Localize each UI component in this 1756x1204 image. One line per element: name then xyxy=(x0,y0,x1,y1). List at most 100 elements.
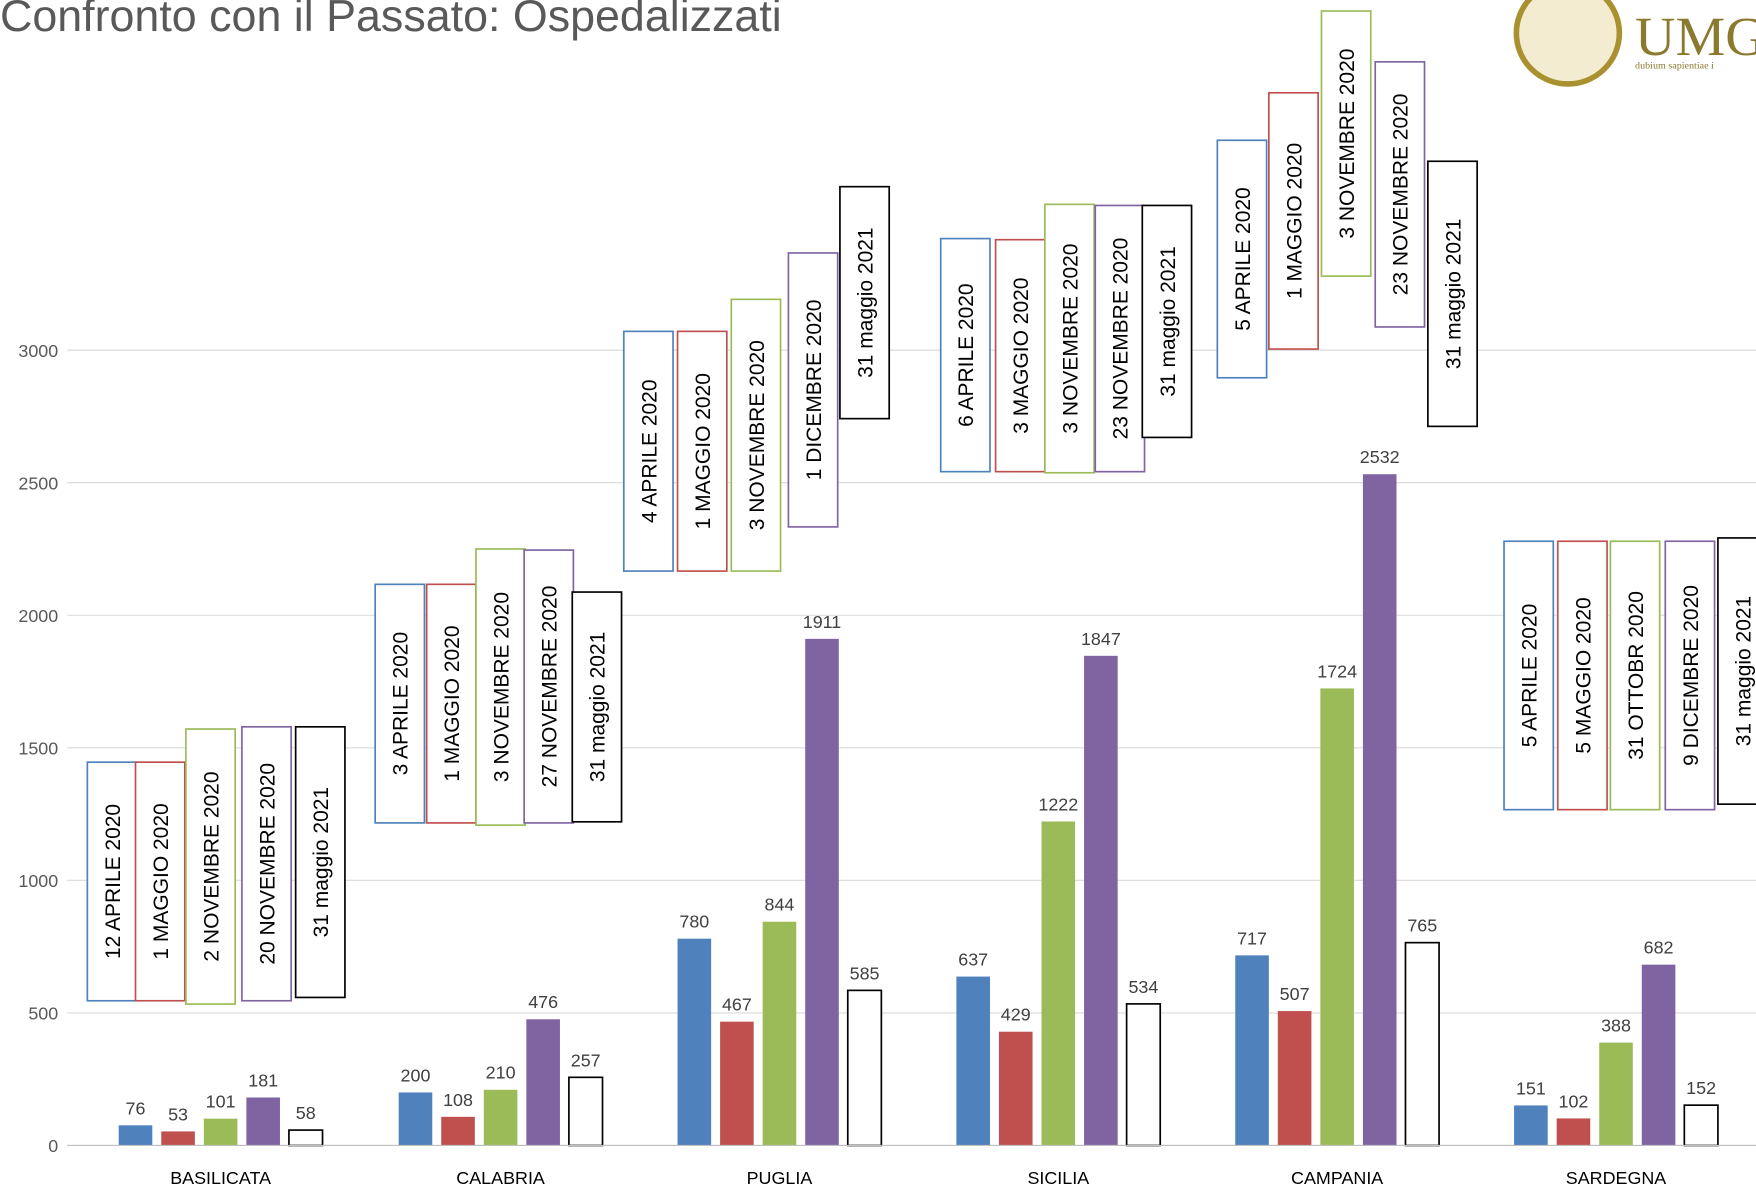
bar xyxy=(998,1031,1033,1146)
bar xyxy=(1404,941,1440,1147)
x-tick-label: CAMPANIA xyxy=(1291,1168,1383,1188)
bar xyxy=(398,1092,433,1146)
date-box xyxy=(241,725,293,1002)
date-label: 2 NOVEMBRE 2020 xyxy=(200,772,223,962)
y-tick-label: 1000 xyxy=(18,871,58,891)
x-tick-label: SICILIA xyxy=(1027,1168,1089,1188)
x-tick-label: CALABRIA xyxy=(456,1168,545,1188)
bar xyxy=(805,638,839,1146)
bar xyxy=(1041,821,1076,1146)
value-label: 507 xyxy=(1280,984,1310,1004)
bar xyxy=(1084,655,1118,1146)
bar xyxy=(846,989,883,1147)
value-label: 53 xyxy=(168,1104,188,1124)
bar xyxy=(720,1021,754,1146)
date-label: 31 OTTOBR 2020 xyxy=(1625,591,1648,760)
date-label: 1 MAGGIO 2020 xyxy=(441,625,464,781)
date-label: 3 APRILE 2020 xyxy=(390,632,413,775)
date-label: 23 NOVEMBRE 2020 xyxy=(1390,94,1413,296)
value-label: 1911 xyxy=(803,612,842,632)
value-label: 210 xyxy=(486,1063,516,1083)
bar xyxy=(677,938,712,1146)
bar xyxy=(118,1125,153,1146)
date-label: 3 NOVEMBRE 2020 xyxy=(746,340,769,530)
bar xyxy=(1556,1118,1591,1146)
date-box xyxy=(294,725,346,999)
date-label: 31 maggio 2021 xyxy=(1732,596,1755,746)
bar xyxy=(1125,1003,1162,1147)
value-label: 682 xyxy=(1644,938,1674,958)
date-box xyxy=(1717,537,1756,805)
value-label: 58 xyxy=(296,1103,316,1123)
bar xyxy=(956,976,990,1146)
bar xyxy=(1362,474,1397,1146)
y-tick-label: 0 xyxy=(48,1136,58,1156)
date-box xyxy=(939,237,991,473)
value-label: 388 xyxy=(1601,1016,1631,1036)
logo: UMG dubium sapientiae i xyxy=(1513,0,1756,87)
date-box xyxy=(622,330,674,572)
value-label: 102 xyxy=(1559,1091,1589,1111)
date-box xyxy=(374,583,426,824)
value-label: 637 xyxy=(958,950,988,970)
logo-motto: dubium sapientiae i xyxy=(1635,61,1714,72)
date-label: 31 maggio 2021 xyxy=(1442,219,1465,369)
bar xyxy=(246,1097,280,1146)
date-box xyxy=(1044,203,1095,474)
value-label: 534 xyxy=(1128,977,1158,997)
bar xyxy=(762,921,797,1146)
bar xyxy=(568,1076,604,1147)
date-label: 1 MAGGIO 2020 xyxy=(692,373,715,529)
bar xyxy=(441,1116,475,1146)
date-label: 3 NOVEMBRE 2020 xyxy=(490,592,513,782)
date-box xyxy=(1556,540,1608,811)
value-label: 181 xyxy=(248,1071,278,1091)
date-box xyxy=(86,761,138,1002)
date-box xyxy=(787,252,839,528)
date-label: 3 MAGGIO 2020 xyxy=(1010,278,1033,434)
date-label: 23 NOVEMBRE 2020 xyxy=(1110,238,1133,440)
value-label: 108 xyxy=(443,1090,473,1110)
date-box xyxy=(994,238,1046,473)
value-label: 152 xyxy=(1686,1078,1716,1098)
y-tick-label: 500 xyxy=(28,1004,58,1024)
date-label: 3 NOVEMBRE 2020 xyxy=(1336,49,1359,239)
bar xyxy=(1641,964,1676,1146)
date-box xyxy=(1141,204,1193,439)
date-label: 27 NOVEMBRE 2020 xyxy=(538,586,561,788)
y-tick-label: 2000 xyxy=(18,606,58,626)
bar xyxy=(483,1089,518,1146)
value-label: 257 xyxy=(571,1050,601,1070)
bar xyxy=(1277,1011,1312,1146)
value-label: 200 xyxy=(401,1066,431,1086)
bar xyxy=(1683,1104,1719,1147)
value-label: 2532 xyxy=(1360,447,1400,467)
value-label: 101 xyxy=(206,1092,236,1112)
date-label: 1 MAGGIO 2020 xyxy=(1283,143,1306,299)
date-box xyxy=(839,185,891,420)
bar xyxy=(288,1129,324,1147)
date-box xyxy=(730,298,782,572)
value-label: 844 xyxy=(765,895,795,915)
date-label: 6 APRILE 2020 xyxy=(955,283,978,426)
date-label: 4 APRILE 2020 xyxy=(638,379,661,522)
date-box xyxy=(1216,139,1268,379)
bar xyxy=(1235,955,1269,1146)
date-box xyxy=(1609,540,1661,811)
date-box xyxy=(134,761,186,1002)
y-tick-label: 2500 xyxy=(18,473,58,493)
date-box xyxy=(1664,540,1716,811)
date-label: 31 maggio 2021 xyxy=(587,632,610,782)
date-label: 5 APRILE 2020 xyxy=(1232,187,1255,330)
value-label: 717 xyxy=(1237,928,1267,948)
date-box xyxy=(185,728,237,1005)
date-box xyxy=(1320,10,1372,277)
date-box xyxy=(1427,160,1478,428)
date-label: 9 DICEMBRE 2020 xyxy=(1680,585,1703,766)
bar xyxy=(526,1019,560,1146)
value-label: 76 xyxy=(126,1098,146,1118)
value-label: 765 xyxy=(1407,916,1437,936)
value-label: 780 xyxy=(679,912,709,932)
value-label: 151 xyxy=(1516,1078,1546,1098)
